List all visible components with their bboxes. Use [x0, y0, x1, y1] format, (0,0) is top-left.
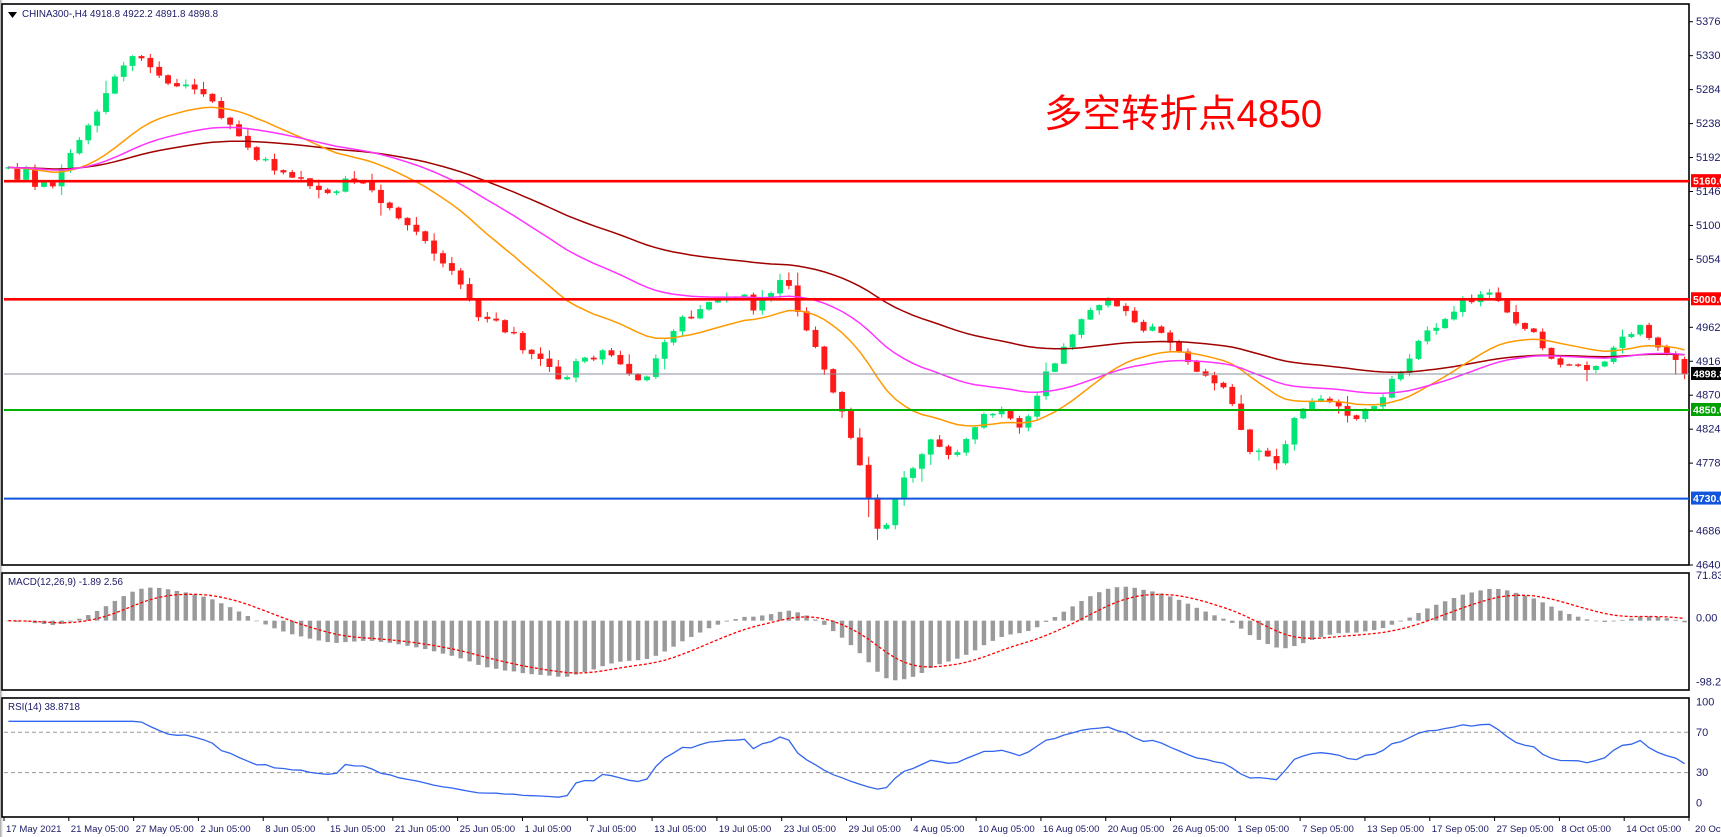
svg-text:4962.0: 4962.0	[1696, 322, 1721, 334]
svg-text:5000.0: 5000.0	[1693, 294, 1721, 306]
svg-text:100: 100	[1696, 697, 1714, 709]
svg-text:25 Jun 05:00: 25 Jun 05:00	[460, 824, 515, 835]
svg-text:8 Oct 05:00: 8 Oct 05:00	[1561, 824, 1611, 835]
svg-text:4686.0: 4686.0	[1696, 526, 1721, 538]
svg-text:27 Sep 05:00: 27 Sep 05:00	[1497, 824, 1554, 835]
svg-text:5376.0: 5376.0	[1696, 16, 1721, 28]
svg-text:1 Sep 05:00: 1 Sep 05:00	[1237, 824, 1289, 835]
svg-text:13 Sep 05:00: 13 Sep 05:00	[1367, 824, 1424, 835]
svg-text:0: 0	[1696, 797, 1702, 809]
svg-text:7 Sep 05:00: 7 Sep 05:00	[1302, 824, 1354, 835]
svg-text:17 Sep 05:00: 17 Sep 05:00	[1432, 824, 1489, 835]
svg-text:5192.0: 5192.0	[1696, 152, 1721, 164]
svg-text:70: 70	[1696, 727, 1708, 739]
svg-text:14 Oct 05:00: 14 Oct 05:00	[1626, 824, 1681, 835]
svg-text:CHINA300-,H4 4918.8 4922.2 4: CHINA300-,H4 4918.8 4922.2 4891.8 4898.8	[22, 9, 219, 20]
svg-text:71.83: 71.83	[1696, 570, 1721, 582]
svg-text:4778.0: 4778.0	[1696, 458, 1721, 470]
svg-text:10 Aug 05:00: 10 Aug 05:00	[978, 824, 1035, 835]
svg-text:21 Jun 05:00: 21 Jun 05:00	[395, 824, 450, 835]
svg-text:RSI(14) 38.8718: RSI(14) 38.8718	[8, 702, 80, 713]
svg-text:29 Jul 05:00: 29 Jul 05:00	[849, 824, 901, 835]
svg-text:4870.0: 4870.0	[1696, 390, 1721, 402]
svg-text:16 Aug 05:00: 16 Aug 05:00	[1043, 824, 1100, 835]
svg-text:4898.8: 4898.8	[1693, 368, 1721, 380]
svg-text:MACD(12,26,9) -1.89 2.56: MACD(12,26,9) -1.89 2.56	[8, 577, 123, 588]
svg-text:5284.0: 5284.0	[1696, 84, 1721, 96]
svg-text:30: 30	[1696, 767, 1708, 779]
svg-text:5054.0: 5054.0	[1696, 254, 1721, 266]
svg-text:4850.0: 4850.0	[1693, 404, 1721, 416]
svg-text:8 Jun 05:00: 8 Jun 05:00	[265, 824, 315, 835]
svg-text:15 Jun 05:00: 15 Jun 05:00	[330, 824, 385, 835]
svg-text:1 Jul 05:00: 1 Jul 05:00	[524, 824, 571, 835]
svg-text:-98.25: -98.25	[1696, 676, 1721, 688]
svg-text:26 Aug 05:00: 26 Aug 05:00	[1173, 824, 1230, 835]
svg-text:2 Jun 05:00: 2 Jun 05:00	[200, 824, 250, 835]
svg-text:4 Aug 05:00: 4 Aug 05:00	[913, 824, 964, 835]
svg-text:27 May 05:00: 27 May 05:00	[136, 824, 194, 835]
svg-text:7 Jul 05:00: 7 Jul 05:00	[589, 824, 636, 835]
svg-text:13 Jul 05:00: 13 Jul 05:00	[654, 824, 706, 835]
svg-text:17 May 2021: 17 May 2021	[6, 824, 61, 835]
svg-text:5100.0: 5100.0	[1696, 220, 1721, 232]
svg-text:5160.0: 5160.0	[1693, 176, 1721, 188]
svg-text:20 Aug 05:00: 20 Aug 05:00	[1108, 824, 1165, 835]
svg-text:21 May 05:00: 21 May 05:00	[71, 824, 129, 835]
svg-text:4824.0: 4824.0	[1696, 424, 1721, 436]
svg-text:23 Jul 05:00: 23 Jul 05:00	[784, 824, 836, 835]
svg-text:4730.0: 4730.0	[1693, 493, 1721, 505]
svg-text:5146.0: 5146.0	[1696, 186, 1721, 198]
svg-text:19 Jul 05:00: 19 Jul 05:00	[719, 824, 771, 835]
svg-text:0.00: 0.00	[1696, 612, 1717, 624]
svg-text:5238.0: 5238.0	[1696, 118, 1721, 130]
svg-text:5330.0: 5330.0	[1696, 50, 1721, 62]
svg-text:20 Oct 05:00: 20 Oct 05:00	[1695, 824, 1721, 835]
svg-text:多空转折点4850: 多空转折点4850	[1044, 93, 1322, 136]
svg-text:4916.0: 4916.0	[1696, 356, 1721, 368]
